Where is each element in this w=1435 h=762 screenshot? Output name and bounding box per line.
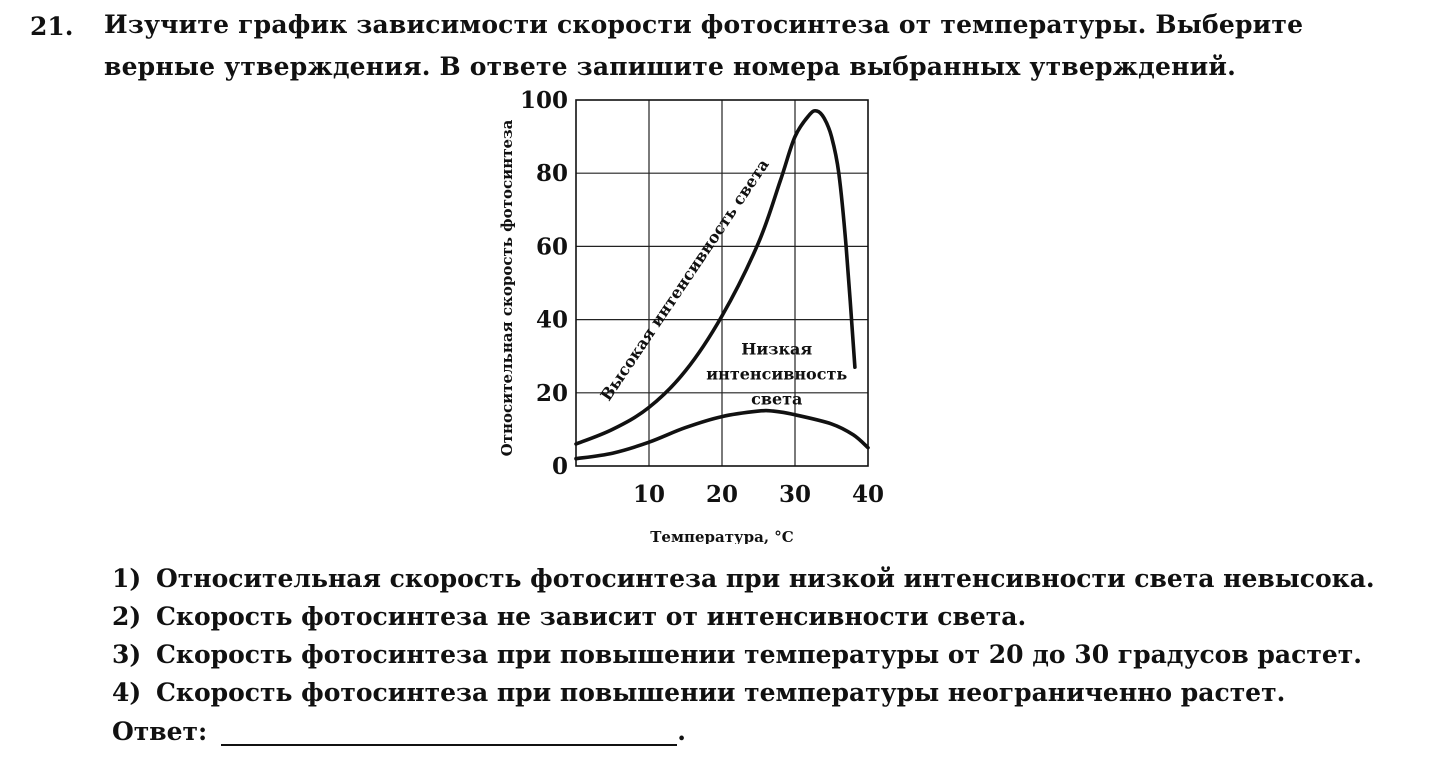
y-tick-label: 60 xyxy=(536,233,568,260)
y-tick-label: 20 xyxy=(536,380,568,407)
statement-2: 2) Скорость фотосинтеза не зависит от инт… xyxy=(112,598,1375,636)
statement-3: 3) Скорость фотосинтеза при повышении тем… xyxy=(112,636,1375,674)
series-label-low-line: Низкая xyxy=(741,339,812,358)
x-axis-label: Температура, °C xyxy=(650,528,794,544)
statement-1: 1) Относительная скорость фотосинтеза при… xyxy=(112,560,1375,598)
statement-number: 2) xyxy=(112,602,142,631)
y-tick-label: 0 xyxy=(552,453,568,480)
statement-4: 4) Скорость фотосинтеза при повышении тем… xyxy=(112,674,1375,712)
y-tick-label: 100 xyxy=(520,87,568,114)
plot-frame xyxy=(575,99,869,467)
statement-text: Скорость фотосинтеза при повышении темпе… xyxy=(156,678,1286,707)
series-line-high-light xyxy=(574,108,857,446)
answer-label: Ответ: xyxy=(112,717,208,746)
series-line-low-light xyxy=(574,408,870,461)
statement-number: 3) xyxy=(112,640,142,669)
question-text: Изучите график зависимости скорости фото… xyxy=(104,10,1304,81)
x-tick-label: 30 xyxy=(779,481,811,508)
statement-text: Относительная скорость фотосинтеза при н… xyxy=(156,564,1375,593)
statement-text: Скорость фотосинтеза при повышении темпе… xyxy=(156,640,1362,669)
statements-list: 1) Относительная скорость фотосинтеза при… xyxy=(112,560,1375,752)
statement-number: 1) xyxy=(112,564,142,593)
x-tick-label: 10 xyxy=(633,481,665,508)
series-label-low: Низкая интенсивность света xyxy=(706,339,847,408)
answer-suffix: . xyxy=(677,717,686,746)
x-tick-label: 40 xyxy=(852,481,884,508)
statement-number: 4) xyxy=(112,678,142,707)
photosynthesis-chart: 0 20 40 60 80 100 10 20 30 40 Температура, °C Относ… xyxy=(498,87,884,544)
series-label-low-line: интенсивность xyxy=(706,364,847,383)
statement-text: Скорость фотосинтеза не зависит от интен… xyxy=(156,602,1027,631)
y-axis-label: Относительная скорость фотосинтеза xyxy=(498,119,516,456)
y-tick-label: 40 xyxy=(536,307,568,334)
x-tick-label: 20 xyxy=(706,481,738,508)
answer-input-line[interactable] xyxy=(221,722,678,746)
question-number: 21. xyxy=(30,12,74,41)
y-tick-label: 80 xyxy=(536,160,568,187)
series-label-low-line: света xyxy=(751,389,802,408)
answer-row: Ответ:. xyxy=(112,712,1375,752)
